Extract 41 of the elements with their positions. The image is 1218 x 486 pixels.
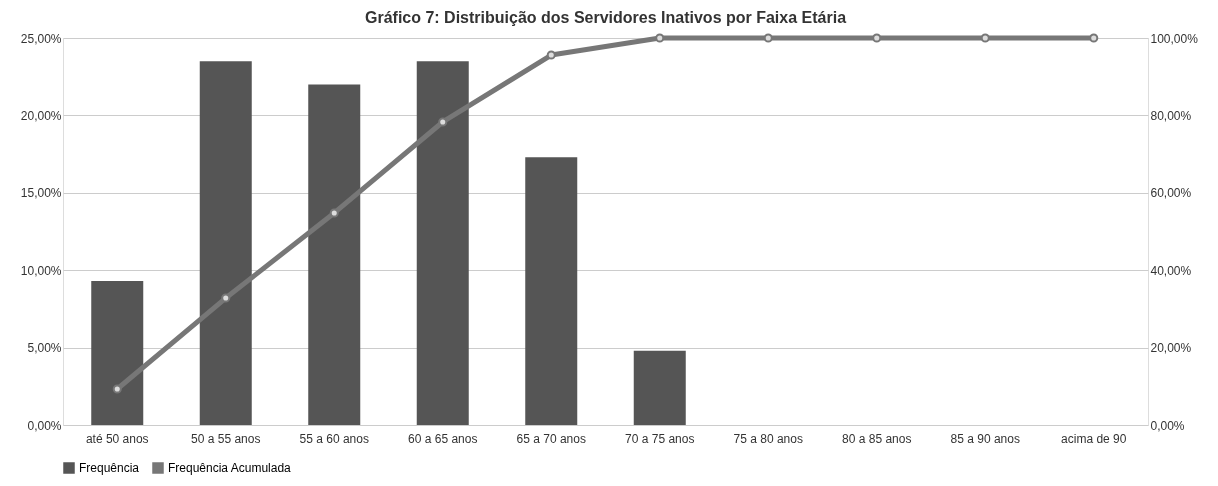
x-tick-label: 85 a 90 anos: [950, 431, 1020, 446]
chart-title: Gráfico 7: Distribuição dos Servidores Inativos por Faixa Etária: [364, 9, 847, 27]
bar: [416, 61, 469, 425]
bar: [91, 281, 144, 425]
bar: [199, 61, 252, 425]
y2-tick-label: 60,00%: [1150, 186, 1192, 201]
point: [872, 33, 882, 43]
x-tick-label: até 50 anos: [85, 431, 149, 446]
y2-tick-label: 20,00%: [1150, 341, 1192, 356]
x-tick-label: 55 a 60 anos: [299, 431, 369, 446]
point: [1089, 33, 1099, 43]
x-tick-label: 50 a 55 anos: [191, 431, 261, 446]
y2-tick-label: 80,00%: [1150, 108, 1192, 123]
point: [221, 293, 231, 303]
point: [438, 117, 448, 127]
x-tick-label: 70 a 75 anos: [625, 431, 695, 446]
legend-label: Frequência Acumulada: [168, 461, 292, 475]
y2-tick-label: 40,00%: [1150, 263, 1192, 278]
y-tick-label: 10,00%: [20, 263, 62, 278]
x-tick-label: 75 a 80 anos: [733, 431, 803, 446]
point: [112, 384, 122, 394]
y-tick-label: 5,00%: [27, 341, 62, 356]
legend-label: Frequência: [79, 461, 140, 475]
y2-tick-label: 0,00%: [1150, 418, 1185, 433]
bar: [308, 84, 361, 425]
point: [329, 208, 339, 218]
bar: [633, 350, 686, 425]
point: [763, 33, 773, 43]
x-tick-label: 60 a 65 anos: [408, 431, 478, 446]
x-tick-label: 80 a 85 anos: [842, 431, 912, 446]
x-tick-label: acima de 90: [1061, 431, 1127, 446]
x-tick-label: 65 a 70 anos: [516, 431, 586, 446]
point: [980, 33, 990, 43]
bar: [525, 157, 578, 425]
y-tick-label: 25,00%: [20, 31, 62, 46]
y2-tick-label: 100,00%: [1150, 31, 1199, 46]
y-tick-label: 0,00%: [27, 418, 62, 433]
point: [546, 50, 556, 60]
y-tick-label: 20,00%: [20, 108, 62, 123]
y-tick-label: 15,00%: [20, 186, 62, 201]
point: [655, 33, 665, 43]
